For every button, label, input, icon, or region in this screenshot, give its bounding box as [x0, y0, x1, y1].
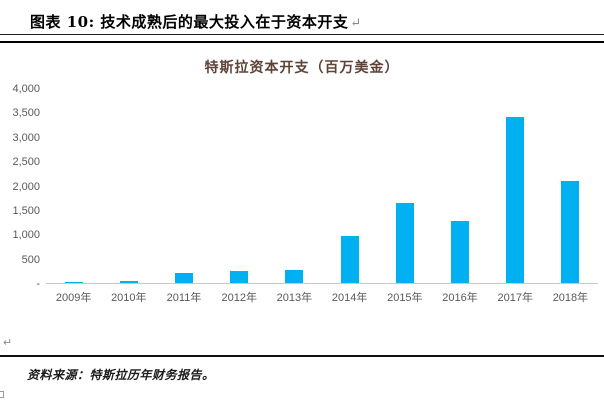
bar-slot: [488, 89, 543, 283]
y-tick-label: 3,500: [12, 107, 40, 120]
x-axis-labels: 2009年 2010年 2011年 2012年 2013年 2014年 2015年 2016年…: [46, 289, 598, 305]
figure-header: 图表 10: 技术成熟后的最大投入在于资本开支 ↵: [30, 11, 362, 32]
bar-slot: [212, 89, 267, 283]
bar-2016年: [451, 220, 470, 283]
x-tick-label: 2015年: [387, 292, 423, 304]
bar-slot: [377, 89, 432, 283]
x-tick-label: 2011年: [166, 292, 202, 304]
x-tick-label: 2013年: [276, 292, 313, 304]
bar-slot: [267, 89, 322, 283]
x-tick-label: 2014年: [331, 292, 368, 304]
bar-slot: [46, 89, 101, 283]
paragraph-return-icon: ↵: [3, 337, 13, 349]
x-tick-label: 2018年: [552, 292, 589, 304]
plot-area: [46, 89, 598, 284]
bar-2017年: [506, 116, 525, 283]
bar-slot: [101, 89, 156, 283]
cropped-paragraph-mark: [0, 391, 4, 398]
x-tick-label: 2017年: [497, 292, 533, 304]
x-tick-label: 2012年: [221, 292, 257, 304]
x-tick-label: 2009年: [55, 292, 92, 304]
bar-2018年: [561, 180, 580, 283]
x-tick-label: 2010年: [111, 292, 147, 304]
chart-title: 特斯拉资本开支（百万美金）: [204, 60, 400, 76]
header-rule-thick: [0, 41, 604, 43]
footer-rule: [0, 355, 604, 357]
figure-title: 图表 10: 技术成熟后的最大投入在于资本开支: [30, 13, 349, 31]
y-tick-label: 2,000: [12, 180, 40, 193]
bar-slot: [432, 89, 487, 283]
bar-2010年: [119, 281, 138, 283]
bar-slot: [322, 89, 377, 283]
capex-bar-chart: 特斯拉资本开支（百万美金） 4,000 3,500 3,000 2,500 2,000 1…: [0, 46, 604, 308]
y-tick-label: 1,500: [12, 204, 40, 217]
bar-2011年: [175, 273, 193, 283]
bar-2009年: [64, 282, 83, 283]
bar-2014年: [340, 235, 359, 283]
bar-slot: [156, 89, 211, 283]
source-note: 资料来源：特斯拉历年财务报告。: [27, 368, 215, 382]
bar-slot: [543, 89, 598, 283]
y-tick-label: 1,000: [12, 229, 40, 242]
bar-2012年: [230, 271, 249, 283]
header-rule-thin: [0, 34, 604, 35]
y-tick-label: -: [36, 278, 40, 290]
bar-2013年: [285, 270, 304, 283]
y-tick-label: 3,000: [12, 131, 40, 144]
y-tick-label: 500: [21, 253, 40, 266]
y-tick-label: 4,000: [12, 83, 40, 95]
y-tick-label: 2,500: [12, 156, 40, 169]
bar-2015年: [395, 203, 414, 283]
paragraph-return-icon: ↵: [350, 16, 362, 31]
x-tick-label: 2016年: [442, 292, 478, 304]
